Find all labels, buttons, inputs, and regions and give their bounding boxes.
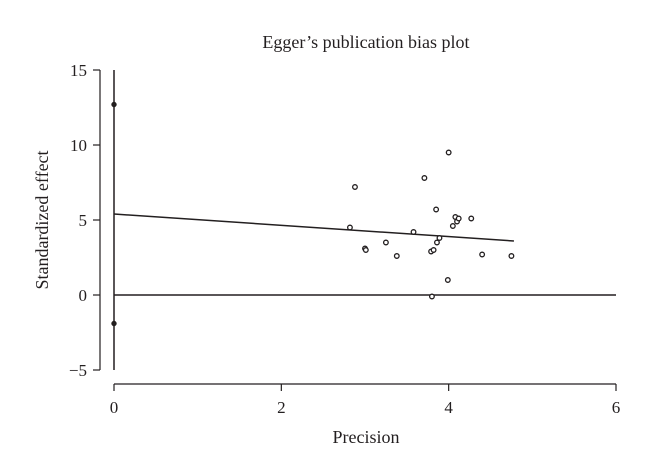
data-point	[436, 235, 443, 241]
y-tick-label: 0	[79, 286, 88, 305]
y-tick-label: 5	[79, 211, 88, 230]
chart-title: Egger’s publication bias plot	[262, 32, 469, 52]
data-point	[421, 175, 428, 181]
x-tick-label: 6	[612, 398, 621, 417]
data-point	[479, 251, 486, 258]
data-point	[430, 247, 437, 253]
y-axis-ticks: 15 10 5 0 −5	[69, 61, 100, 380]
data-point	[468, 215, 475, 222]
data-point	[362, 247, 369, 253]
data-point	[508, 253, 515, 259]
plot-area	[111, 70, 616, 370]
data-point	[410, 229, 417, 235]
x-axis-ticks: 0 2 4 6	[110, 384, 621, 417]
intercept-marker	[111, 320, 117, 327]
data-point	[445, 149, 452, 156]
y-tick-label: 15	[70, 61, 87, 80]
regression-line	[113, 213, 514, 242]
data-point	[393, 253, 400, 259]
y-axis-title: Standardized effect	[32, 150, 52, 289]
data-point	[449, 223, 456, 229]
data-point	[455, 215, 462, 222]
x-tick-label: 0	[110, 398, 119, 417]
data-point	[428, 293, 435, 300]
intercept-marker	[111, 101, 117, 108]
data-point	[433, 206, 440, 213]
y-tick-label: −5	[69, 361, 87, 380]
data-point	[434, 239, 440, 246]
y-tick-label: 10	[70, 136, 87, 155]
data-point	[444, 277, 451, 283]
data-point	[382, 239, 389, 246]
data-point	[346, 224, 353, 231]
x-tick-label: 4	[444, 398, 453, 417]
x-tick-label: 2	[277, 398, 286, 417]
data-point	[352, 184, 358, 190]
x-axis-title: Precision	[333, 427, 400, 447]
